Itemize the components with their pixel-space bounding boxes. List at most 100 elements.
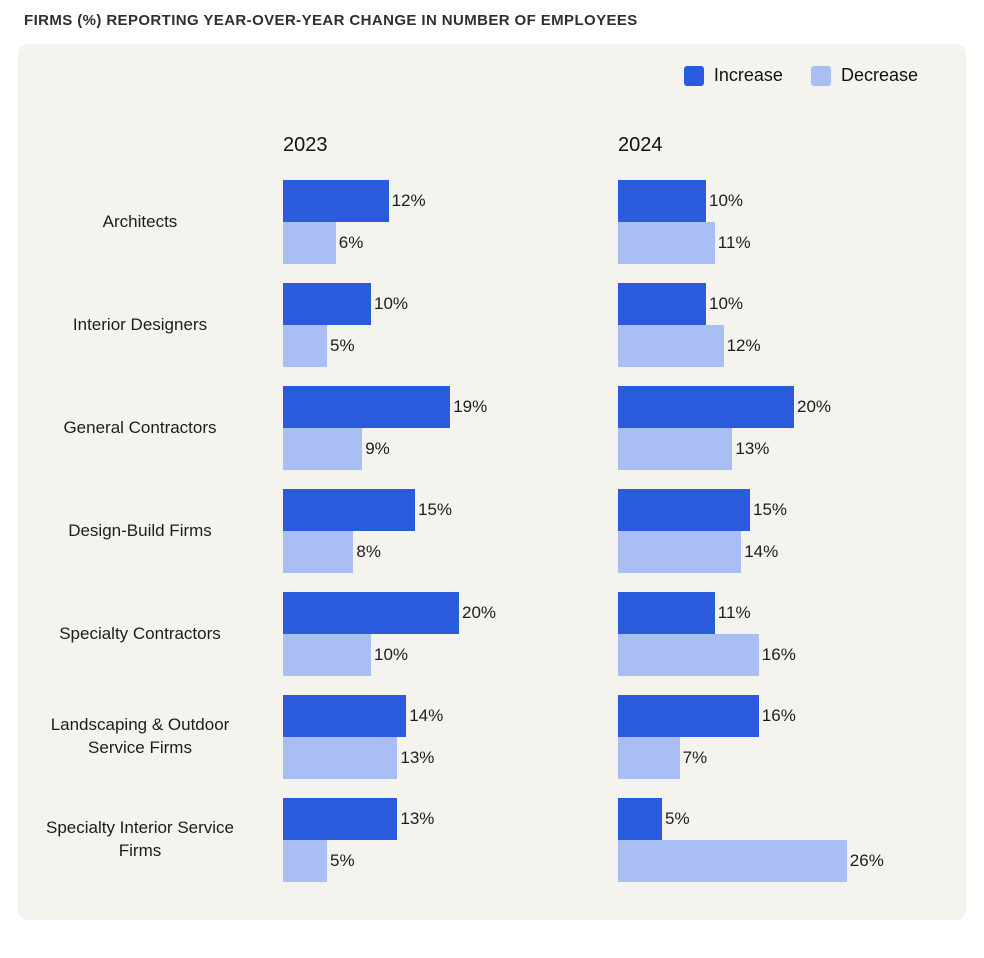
bar-value-label: 7% bbox=[682, 748, 708, 767]
decrease-bar-line: 10% bbox=[283, 634, 496, 676]
increase-bar-line: 15% bbox=[618, 489, 787, 531]
bar-group-2023: 12% 6% bbox=[283, 180, 426, 264]
category-label: Specialty Contractors bbox=[59, 623, 221, 643]
bar-value-label: 5% bbox=[330, 336, 355, 355]
chart-row: Design-Build Firms 15% 8% 15% 14% bbox=[18, 489, 966, 573]
decrease-bar bbox=[283, 428, 363, 470]
legend-label-decrease: Decrease bbox=[840, 65, 918, 85]
page-title: FIRMS (%) REPORTING YEAR-OVER-YEAR CHANG… bbox=[24, 12, 638, 29]
column-header-2024: 2024 bbox=[618, 134, 663, 156]
decrease-bar bbox=[618, 325, 724, 367]
increase-bar-line: 10% bbox=[618, 283, 761, 325]
bar-group-2024: 10% 12% bbox=[618, 283, 761, 367]
decrease-bar-line: 13% bbox=[283, 737, 443, 779]
decrease-bar-line: 5% bbox=[283, 840, 434, 882]
chart-row: Specialty Contractors 20% 10% 11% 16% bbox=[18, 592, 966, 676]
bar-group-2023: 20% 10% bbox=[283, 592, 496, 676]
bar-value-label: 14% bbox=[409, 706, 444, 725]
legend: Increase Decrease bbox=[683, 65, 918, 86]
increase-bar bbox=[283, 283, 371, 325]
increase-bar bbox=[618, 180, 706, 222]
bar-value-label: 10% bbox=[374, 294, 409, 313]
increase-bar-line: 12% bbox=[283, 180, 426, 222]
bar-group-2023: 10% 5% bbox=[283, 283, 408, 367]
decrease-bar-line: 12% bbox=[618, 325, 761, 367]
increase-bar-line: 14% bbox=[283, 695, 443, 737]
decrease-bar-line: 11% bbox=[618, 222, 751, 264]
increase-bar-line: 20% bbox=[283, 592, 496, 634]
chart-row: General Contractors 19% 9% 20% 13% bbox=[18, 386, 966, 470]
decrease-bar bbox=[283, 531, 354, 573]
increase-bar bbox=[618, 592, 715, 634]
bar-group-2024: 10% 11% bbox=[618, 180, 751, 264]
increase-bar-line: 11% bbox=[618, 592, 796, 634]
bar-group-2024: 5% 26% bbox=[618, 798, 884, 882]
increase-bar bbox=[283, 592, 459, 634]
category-label: Landscaping & Outdoor Service Firms bbox=[50, 715, 230, 757]
bar-group-2023: 19% 9% bbox=[283, 386, 487, 470]
bar-value-label: 11% bbox=[717, 603, 751, 622]
increase-bar-line: 10% bbox=[283, 283, 408, 325]
bar-group-2023: 15% 8% bbox=[283, 489, 452, 573]
decrease-bar bbox=[283, 840, 327, 882]
legend-item-increase: Increase bbox=[683, 65, 783, 86]
bar-value-label: 5% bbox=[330, 851, 355, 870]
chart-row: Architects 12% 6% 10% 11% bbox=[18, 180, 966, 264]
decrease-bar bbox=[618, 737, 680, 779]
decrease-bar-line: 8% bbox=[283, 531, 452, 573]
decrease-bar bbox=[618, 531, 742, 573]
bar-value-label: 20% bbox=[797, 397, 832, 416]
decrease-bar-line: 26% bbox=[618, 840, 884, 882]
decrease-bar bbox=[283, 737, 398, 779]
chart-row: Interior Designers 10% 5% 10% 12% bbox=[18, 283, 966, 367]
bar-group-2024: 16% 7% bbox=[618, 695, 796, 779]
chart-row: Landscaping & Outdoor Service Firms 14% 13… bbox=[18, 695, 966, 779]
bar-value-label: 11% bbox=[717, 233, 751, 252]
bar-value-label: 16% bbox=[761, 645, 796, 664]
decrease-bar-line: 14% bbox=[618, 531, 787, 573]
increase-bar bbox=[283, 180, 389, 222]
bar-value-label: 10% bbox=[709, 191, 744, 210]
increase-bar bbox=[618, 798, 662, 840]
decrease-bar bbox=[618, 428, 733, 470]
bar-value-label: 16% bbox=[761, 706, 796, 725]
bar-group-2024: 20% 13% bbox=[618, 386, 831, 470]
increase-bar bbox=[618, 489, 750, 531]
increase-bar-line: 19% bbox=[283, 386, 487, 428]
bar-group-2024: 11% 16% bbox=[618, 592, 796, 676]
bar-value-label: 9% bbox=[365, 439, 390, 458]
decrease-bar bbox=[618, 634, 759, 676]
increase-bar bbox=[283, 798, 398, 840]
bar-group-2023: 13% 5% bbox=[283, 798, 434, 882]
bar-value-label: 8% bbox=[356, 542, 381, 561]
bar-value-label: 13% bbox=[735, 439, 770, 458]
category-label: Architects bbox=[102, 211, 178, 231]
decrease-bar bbox=[618, 840, 847, 882]
decrease-bar-line: 5% bbox=[283, 325, 408, 367]
decrease-bar-line: 13% bbox=[618, 428, 831, 470]
bar-group-2023: 14% 13% bbox=[283, 695, 443, 779]
bar-value-label: 13% bbox=[400, 748, 435, 767]
decrease-bar bbox=[618, 222, 715, 264]
increase-bar-line: 13% bbox=[283, 798, 434, 840]
increase-bar-line: 16% bbox=[618, 695, 796, 737]
increase-swatch-icon bbox=[683, 65, 704, 86]
category-label: Specialty Interior Service Firms bbox=[45, 818, 235, 860]
decrease-bar bbox=[283, 222, 336, 264]
bar-value-label: 5% bbox=[665, 809, 690, 828]
increase-bar-line: 20% bbox=[618, 386, 831, 428]
chart-panel: Increase Decrease 2023 2024 Architects 12… bbox=[18, 44, 966, 920]
increase-bar bbox=[283, 386, 451, 428]
bar-value-label: 15% bbox=[418, 500, 453, 519]
increase-bar-line: 5% bbox=[618, 798, 884, 840]
bar-value-label: 20% bbox=[462, 603, 497, 622]
increase-bar bbox=[618, 695, 759, 737]
bar-group-2024: 15% 14% bbox=[618, 489, 787, 573]
bar-value-label: 12% bbox=[726, 336, 761, 355]
increase-bar-line: 15% bbox=[283, 489, 452, 531]
bar-value-label: 12% bbox=[391, 191, 426, 210]
increase-bar-line: 10% bbox=[618, 180, 751, 222]
increase-bar bbox=[283, 489, 415, 531]
legend-label-increase: Increase bbox=[713, 65, 783, 85]
bar-value-label: 19% bbox=[453, 397, 488, 416]
